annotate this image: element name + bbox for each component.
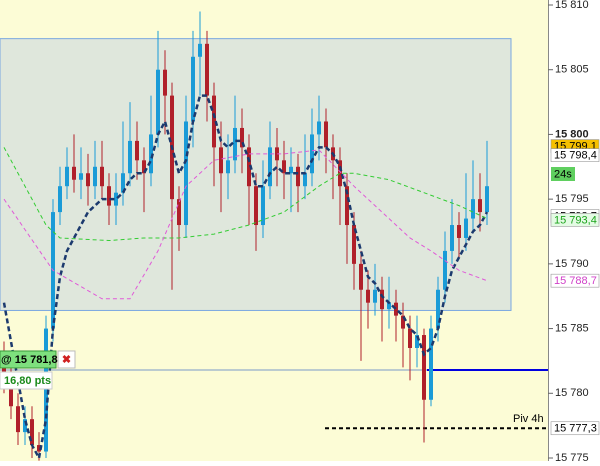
candle-body: [338, 160, 342, 187]
candle-body: [233, 127, 237, 161]
candle-body: [86, 173, 90, 187]
y-tick-label: 15 775: [555, 452, 589, 461]
candle-body: [401, 315, 405, 329]
price-label: 15 788,7: [554, 275, 597, 287]
candle-body: [324, 121, 328, 148]
candle-body: [310, 134, 314, 174]
candle-body: [240, 127, 244, 148]
order-close-icon: ✖: [62, 354, 71, 366]
candle-body: [471, 199, 475, 219]
candle-body: [177, 199, 181, 226]
timer: 24s: [554, 168, 572, 180]
candle-body: [352, 225, 356, 264]
candle-body: [296, 166, 300, 187]
candle-body: [394, 302, 398, 316]
candle-body: [142, 160, 146, 174]
candle-body: [450, 225, 454, 251]
candle-body: [37, 445, 41, 452]
candle-body: [317, 121, 321, 135]
candle-body: [485, 186, 489, 213]
order-pts: 16,80 pts: [4, 375, 51, 387]
candle-body: [282, 160, 286, 174]
candle-body: [156, 69, 160, 135]
order-close[interactable]: [57, 350, 76, 369]
candle-body: [303, 173, 307, 187]
price-label-box: [550, 273, 600, 288]
candle-body: [191, 56, 195, 122]
candle-body: [464, 218, 468, 238]
candle-body: [289, 166, 293, 174]
y-tick-label: 15 810: [555, 0, 589, 11]
pts-box: [0, 371, 53, 390]
candle-body: [254, 186, 258, 226]
candle-body: [44, 328, 48, 452]
y-tick-label: 15 785: [555, 322, 589, 334]
price-label-box: [550, 421, 600, 436]
y-tick-label: 15 805: [555, 64, 589, 76]
candle-body: [268, 147, 272, 187]
candle-body: [415, 335, 419, 348]
price-label-box: [550, 148, 600, 162]
candle-body: [163, 69, 167, 96]
candle-body: [65, 166, 69, 187]
candle-body: [422, 335, 426, 400]
moving-average: [3, 149, 488, 300]
price-label-box: [550, 213, 600, 227]
candle-body: [457, 225, 461, 238]
price-label: 15 777,3: [554, 423, 597, 435]
candle-body: [226, 160, 230, 174]
price-axis: [548, 0, 600, 461]
candle-body: [478, 199, 482, 213]
candle-body: [79, 173, 83, 180]
candle-body: [408, 328, 412, 348]
order-price: @ 15 781,8: [1, 354, 58, 366]
candle-body: [436, 289, 440, 329]
price-label: 15 798,4: [554, 150, 597, 162]
moving-average: [2, 94, 489, 462]
candle-body: [100, 166, 104, 187]
candle-body: [107, 186, 111, 206]
candle-body: [205, 43, 209, 96]
candle-body: [443, 250, 447, 290]
candle-body: [30, 419, 34, 446]
candle-body: [387, 302, 391, 310]
candle-body: [114, 192, 118, 206]
candle-body: [219, 147, 223, 174]
candle-body: [275, 147, 279, 161]
candle-body: [23, 419, 27, 433]
candle-body: [212, 95, 216, 148]
candle-body: [198, 43, 202, 57]
candle-body: [380, 289, 384, 310]
candle-body: [359, 263, 363, 290]
candle-body: [149, 134, 153, 174]
y-tick-label: 15 790: [555, 258, 589, 270]
candle-body: [366, 289, 370, 303]
order-box: [0, 350, 57, 369]
candle-body: [128, 140, 132, 174]
candle-body: [429, 328, 433, 400]
candle-body: [58, 186, 62, 213]
timer-box: [551, 167, 575, 181]
candle-body: [345, 186, 349, 226]
candle-body: [247, 147, 251, 187]
candle-body: [93, 166, 97, 187]
candle-body: [184, 121, 188, 226]
candle-body: [135, 140, 139, 161]
candle-body: [373, 289, 377, 303]
y-tick-label: 15 800: [555, 128, 589, 140]
candle-body: [9, 380, 13, 407]
candle-body: [16, 406, 20, 433]
candle-body: [121, 173, 125, 193]
y-tick-label: 15 795: [555, 193, 589, 205]
candle-body: [72, 166, 76, 180]
pivot-label: Piv 4h: [513, 413, 544, 425]
y-tick-label: 15 780: [555, 387, 589, 399]
candle-body: [261, 186, 265, 226]
price-label: 15 793,4: [554, 214, 597, 226]
moving-average: [3, 147, 488, 242]
